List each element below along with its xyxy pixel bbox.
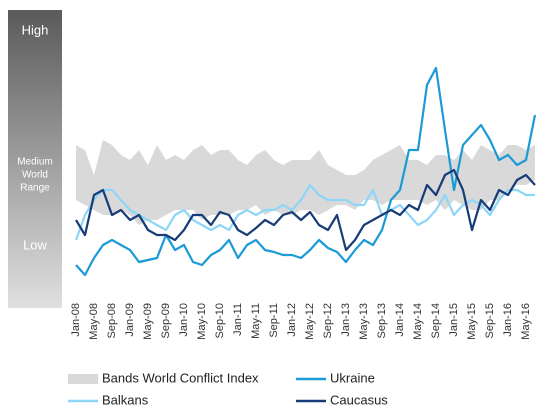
x-tick-label: May-16 — [520, 303, 532, 340]
legend-label: Caucasus — [330, 392, 388, 407]
x-tick-label: Jan-15 — [448, 303, 460, 337]
x-tick-label: May-11 — [250, 303, 262, 339]
range-scale: High Medium World Range Low — [8, 10, 62, 308]
medium-label: Medium — [17, 157, 53, 168]
x-tick-label: Sep-10 — [214, 303, 226, 338]
legend-label: Bands World Conflict Index — [102, 370, 259, 385]
range-bar — [8, 10, 62, 308]
x-tick-label: May-09 — [142, 303, 154, 340]
x-tick-label: May-10 — [196, 303, 208, 340]
high-label: High — [22, 22, 49, 37]
medium-label: Range — [20, 183, 50, 194]
x-tick-label: Jan-11 — [232, 303, 244, 336]
x-tick-label: Jan-12 — [286, 303, 298, 337]
low-label: Low — [23, 237, 47, 252]
x-tick-label: Jan-14 — [394, 303, 406, 337]
series-line — [74, 183, 535, 241]
x-tick-label: Sep-11 — [268, 303, 280, 338]
x-tick-label: Sep-08 — [106, 303, 118, 338]
x-tick-label: Jan-16 — [502, 303, 514, 337]
x-tick-label: Sep-12 — [322, 303, 334, 338]
x-tick-label: May-15 — [466, 303, 478, 340]
x-tick-label: Jan-10 — [178, 303, 190, 337]
x-tick-label: Sep-13 — [376, 303, 388, 338]
band-area — [76, 140, 535, 225]
legend-label: Ukraine — [330, 370, 375, 385]
x-tick-label: Sep-15 — [484, 303, 496, 338]
x-tick-label: May-12 — [304, 303, 316, 340]
x-tick-label: Jan-09 — [124, 303, 136, 337]
legend-label: Balkans — [102, 392, 149, 407]
x-tick-label: Sep-14 — [430, 303, 442, 338]
x-tick-label: Jan-13 — [340, 303, 352, 337]
x-tick-label: May-14 — [412, 303, 424, 340]
series-line — [75, 66, 537, 277]
medium-label: World — [22, 170, 48, 181]
x-tick-label: Jan-08 — [70, 303, 82, 337]
series-line — [75, 168, 536, 252]
x-tick-label: May-08 — [88, 303, 100, 340]
x-tick-label: May-13 — [358, 303, 370, 340]
x-tick-label: Sep-09 — [160, 303, 172, 338]
legend-swatch — [68, 374, 98, 384]
